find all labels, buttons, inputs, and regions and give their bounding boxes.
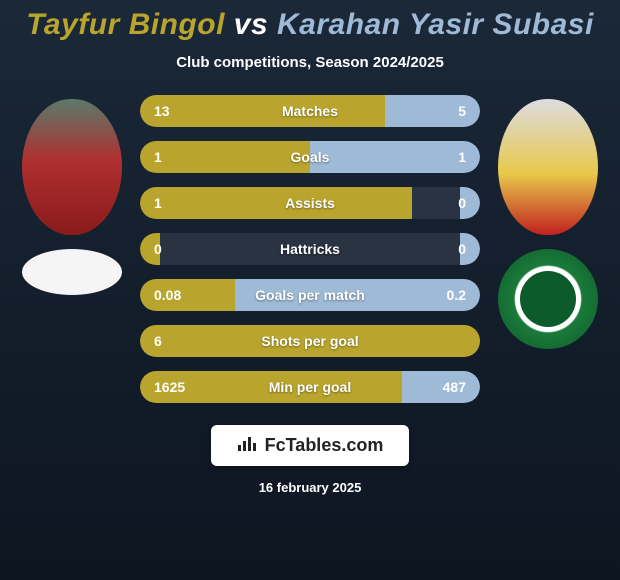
player-b-club-badge: [498, 249, 598, 349]
stats-bars: 13 5 Matches 1 1 Goals 1 0 Assists 0 0 Hattricks 0.0…: [140, 95, 480, 403]
page-title: Tayfur Bingol vs Karahan Yasir Subasi: [26, 8, 594, 42]
title-vs: vs: [234, 8, 268, 41]
stat-value-b: 0: [458, 241, 466, 257]
footer-badge: FcTables.com: [211, 425, 410, 466]
stat-value-a: 6: [154, 333, 162, 349]
bar-right-fill: [310, 141, 480, 173]
stat-value-a: 1: [154, 195, 162, 211]
player-a-avatar: [22, 99, 122, 235]
stat-value-a: 1: [154, 149, 162, 165]
comparison-infographic: Tayfur Bingol vs Karahan Yasir Subasi Cl…: [0, 0, 620, 580]
subtitle: Club competitions, Season 2024/2025: [176, 54, 444, 71]
bar-right-fill: [402, 371, 480, 403]
stat-row: 0 0 Hattricks: [140, 233, 480, 265]
stat-value-a: 1625: [154, 379, 185, 395]
bar-left-fill: [140, 141, 310, 173]
stat-label: Hattricks: [280, 241, 340, 257]
main-row: 13 5 Matches 1 1 Goals 1 0 Assists 0 0 Hattricks 0.0…: [0, 95, 620, 403]
stat-value-b: 1: [458, 149, 466, 165]
stat-value-b: 0.2: [447, 287, 466, 303]
footer-site: FcTables.com: [265, 435, 384, 456]
bar-left-fill: [140, 187, 412, 219]
stat-value-b: 0: [458, 195, 466, 211]
player-a-column: [22, 95, 122, 295]
stat-label: Shots per goal: [261, 333, 358, 349]
stat-label: Min per goal: [269, 379, 351, 395]
stat-row: 1 0 Assists: [140, 187, 480, 219]
stat-row: 13 5 Matches: [140, 95, 480, 127]
stat-value-b: 487: [443, 379, 466, 395]
stat-value-b: 5: [458, 103, 466, 119]
stat-label: Matches: [282, 103, 338, 119]
bar-left-fill: [140, 95, 385, 127]
stat-value-a: 0: [154, 241, 162, 257]
chart-icon: [237, 435, 257, 456]
stat-label: Goals: [291, 149, 330, 165]
stat-value-a: 0.08: [154, 287, 181, 303]
stat-label: Assists: [285, 195, 335, 211]
stat-row: 1625 487 Min per goal: [140, 371, 480, 403]
stat-row: 0.08 0.2 Goals per match: [140, 279, 480, 311]
player-a-club-badge: [22, 249, 122, 295]
stat-label: Goals per match: [255, 287, 365, 303]
stat-row: 6 Shots per goal: [140, 325, 480, 357]
player-b-column: [498, 95, 598, 349]
stat-row: 1 1 Goals: [140, 141, 480, 173]
title-player-b: Karahan Yasir Subasi: [277, 8, 594, 41]
title-player-a: Tayfur Bingol: [26, 8, 225, 41]
footer-date: 16 february 2025: [259, 480, 362, 495]
player-b-avatar: [498, 99, 598, 235]
stat-value-a: 13: [154, 103, 170, 119]
